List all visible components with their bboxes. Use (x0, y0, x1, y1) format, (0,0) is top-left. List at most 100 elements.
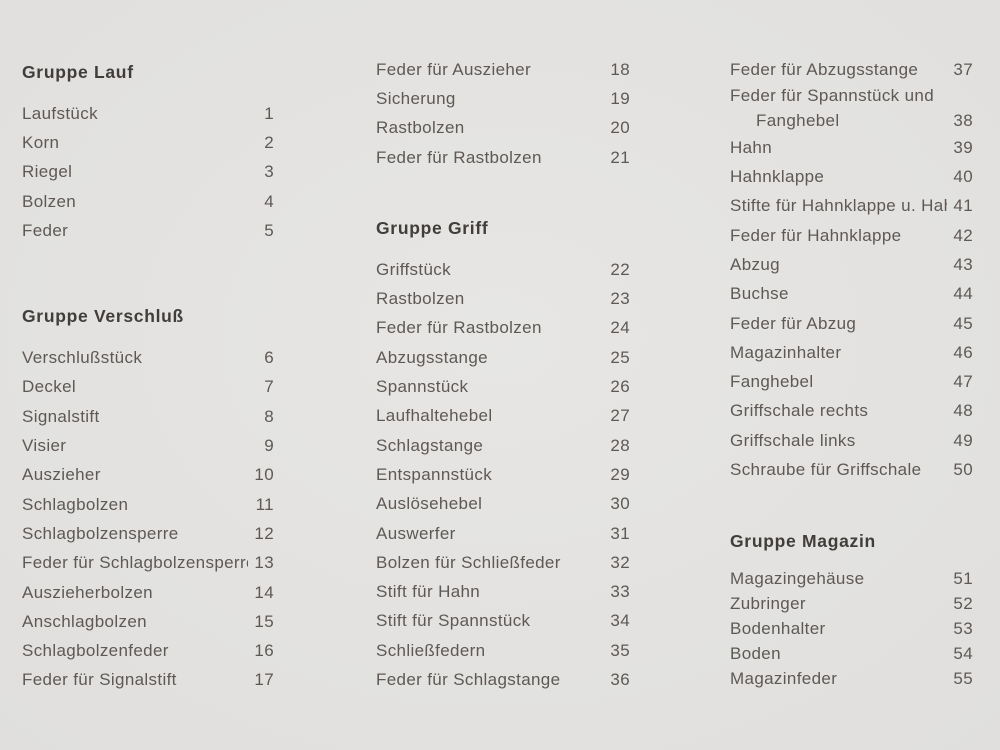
item-number: 24 (610, 318, 630, 338)
list-item: Bolzen für Schließfeder 32 (376, 548, 630, 577)
item-number: 47 (953, 372, 973, 392)
item-label: Signalstift (22, 406, 100, 426)
item-label: Auszieherbolzen (22, 582, 153, 602)
list-item: Griffschale links 49 (730, 426, 973, 455)
item-number: 44 (953, 284, 973, 304)
item-number: 10 (254, 465, 274, 485)
item-number: 38 (953, 110, 973, 130)
item-label: Feder für Schlagstange (376, 669, 561, 689)
item-number: 50 (953, 459, 973, 479)
group-heading: Gruppe Lauf (22, 62, 134, 82)
item-number: 48 (953, 401, 973, 421)
list-item: Abzugsstange 25 (376, 343, 630, 372)
item-number: 17 (254, 670, 274, 690)
item-label: Magazinfeder (730, 669, 838, 689)
item-number: 33 (610, 582, 630, 602)
list-item: Laufhaltehebel 27 (376, 402, 630, 431)
item-label: Feder für Abzugsstange (730, 59, 919, 79)
item-number: 8 (264, 406, 274, 426)
group-section: Gruppe Magazin Magazingehäuse 51 Zubringer 5… (730, 527, 973, 692)
item-number: 7 (264, 377, 274, 397)
list-item: Feder für Abzugsstange 37 (730, 55, 973, 84)
item-number: 21 (610, 147, 630, 167)
item-number: 4 (264, 191, 274, 211)
list-item: Visier 9 (22, 431, 274, 460)
item-label: Deckel (22, 377, 77, 397)
item-label: Feder für Spannstück und (730, 86, 935, 106)
item-label: Laufhaltehebel (376, 406, 493, 426)
list-item: Schließfedern 35 (376, 636, 630, 665)
item-number: 14 (254, 582, 274, 602)
list-item: Entspannstück 29 (376, 460, 630, 489)
item-number: 29 (610, 464, 630, 484)
list-item: Bolzen 4 (22, 187, 274, 216)
item-number: 51 (953, 569, 973, 589)
item-label: Abzug (730, 254, 780, 274)
list-item: Stifte für Hahnklappe u. Hahn 41 (730, 192, 973, 221)
column-1: Gruppe Lauf Laufstück 1 Korn 2 Riegel 3 Bolzen 4… (22, 0, 274, 695)
list-item: Feder für Rastbolzen 24 (376, 314, 630, 343)
item-label: Riegel (22, 162, 73, 182)
item-label: Entspannstück (376, 464, 493, 484)
group-section: Feder für Abzugsstange 37 Feder für Spanns… (730, 55, 973, 485)
item-number: 46 (953, 342, 973, 362)
item-number: 1 (264, 103, 274, 123)
list-item: Hahn 39 (730, 133, 973, 162)
group-heading: Gruppe Griff (376, 218, 489, 239)
item-number: 23 (610, 289, 630, 309)
item-number: 55 (953, 669, 973, 689)
list-item: Feder für Abzug 45 (730, 309, 973, 338)
item-label: Abzugsstange (376, 347, 488, 367)
item-label: Feder für Auszieher (376, 59, 532, 79)
item-number: 19 (610, 88, 630, 108)
list-item: Feder 5 (22, 216, 274, 245)
item-label: Stift für Spannstück (376, 611, 531, 631)
list-item: Feder für Schlagbolzensperre 13 (22, 549, 274, 578)
list-item: Rastbolzen 23 (376, 284, 630, 313)
group-heading: Gruppe Magazin (730, 530, 876, 551)
item-label: Schlagbolzensperre (22, 523, 179, 543)
list-item: Deckel 7 (22, 373, 274, 402)
item-label: Boden (730, 644, 781, 664)
item-label: Feder für Rastbolzen (376, 147, 542, 167)
item-label: Laufstück (22, 103, 98, 123)
item-number: 27 (610, 406, 630, 426)
list-item: Signalstift 8 (22, 402, 274, 431)
list-item: Auslösehebel 30 (376, 490, 630, 519)
list-item: Stift für Hahn 33 (376, 577, 630, 606)
list-item: Spannstück 26 (376, 372, 630, 401)
list-item: Schlagbolzenfeder 16 (22, 636, 274, 665)
group-section: Gruppe Griff Griffstück 22 Rastbolzen 23 Fede… (376, 214, 630, 694)
list-item: Anschlagbolzen 15 (22, 607, 274, 636)
item-number: 43 (953, 254, 973, 274)
item-label: Auszieher (22, 465, 101, 485)
item-number: 53 (953, 619, 973, 639)
list-item: Magazinhalter 46 (730, 338, 973, 367)
item-label: Magazingehäuse (730, 569, 865, 589)
item-number: 41 (953, 196, 973, 216)
item-label: Stift für Hahn (376, 582, 481, 602)
item-number: 49 (953, 430, 973, 450)
list-item: Korn 2 (22, 128, 274, 157)
item-label: Griffstück (376, 259, 451, 279)
item-label: Zubringer (730, 594, 806, 614)
item-number: 45 (953, 313, 973, 333)
item-label: Bolzen (22, 191, 77, 211)
list-item: Verschlußstück 6 (22, 343, 274, 372)
list-item: Schlagbolzen 11 (22, 490, 274, 519)
list-item: Feder für Signalstift 17 (22, 666, 274, 695)
item-number: 26 (610, 377, 630, 397)
item-number: 39 (953, 137, 973, 157)
list-item: Riegel 3 (22, 158, 274, 187)
item-number: 42 (953, 225, 973, 245)
item-label: Anschlagbolzen (22, 611, 147, 631)
item-number: 9 (264, 436, 274, 456)
list-item: Boden 54 (730, 642, 973, 667)
item-label: Spannstück (376, 377, 469, 397)
column-3: Feder für Abzugsstange 37 Feder für Spanns… (730, 0, 973, 692)
item-number: 6 (264, 348, 274, 368)
list-item: Auszieherbolzen 14 (22, 578, 274, 607)
item-label: Feder (22, 220, 69, 240)
item-label: Griffschale rechts (730, 401, 869, 421)
list-item: Bodenhalter 53 (730, 617, 973, 642)
